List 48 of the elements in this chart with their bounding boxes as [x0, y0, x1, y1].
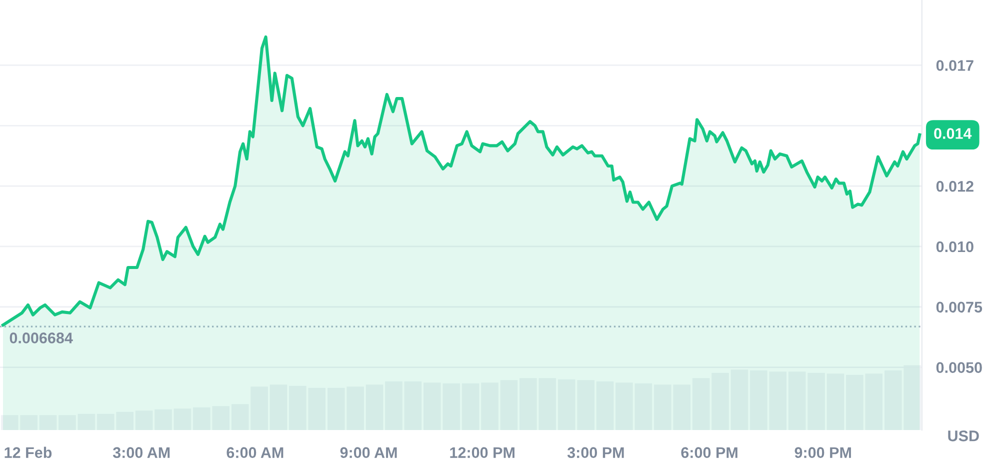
bar: [481, 382, 498, 430]
bar: [462, 383, 480, 430]
bar: [58, 415, 76, 430]
bar: [39, 415, 57, 430]
bar: [865, 374, 883, 430]
bar: [884, 370, 902, 430]
bar: [308, 388, 326, 430]
bar: [289, 386, 306, 430]
x-tick-label: 3:00 AM: [112, 447, 170, 458]
bar: [154, 409, 172, 430]
bar: [0, 415, 18, 430]
bar: [634, 383, 652, 430]
x-tick-label: 6:00 AM: [226, 447, 284, 458]
bar: [135, 410, 153, 430]
y-axis-title: USD: [948, 430, 979, 442]
bar: [78, 414, 96, 430]
y-tick-label: 0.0050: [936, 362, 982, 373]
x-tick-label: 9:00 AM: [340, 447, 397, 458]
bar: [558, 379, 576, 430]
y-tick-label: 0.0075: [936, 302, 982, 313]
bar: [20, 415, 38, 430]
bar: [174, 408, 192, 430]
bar: [385, 381, 402, 430]
x-tick-label: 9:00 PM: [794, 447, 851, 458]
bar: [577, 380, 594, 430]
y-tick-label: 0.010: [936, 241, 974, 252]
bar: [826, 374, 844, 430]
bar: [616, 382, 633, 430]
bar: [846, 374, 864, 430]
x-tick-label: 12:00 PM: [450, 447, 514, 458]
bar: [692, 378, 710, 430]
annotation: 0.014: [934, 128, 972, 139]
bar: [270, 384, 288, 430]
y-tick-label: 0.017: [936, 60, 974, 71]
bar: [366, 384, 384, 430]
bar: [788, 372, 806, 430]
ref-line-label: 0.006684: [10, 332, 73, 344]
x-tick-label: 12 Feb: [4, 446, 52, 458]
bar: [231, 404, 249, 430]
bar: [808, 372, 825, 430]
x-tick-label: 6:00 PM: [681, 447, 738, 458]
y-tick-label: 0.012: [936, 180, 974, 192]
bar: [404, 381, 422, 430]
x-tick-label: 3:00 PM: [567, 447, 624, 458]
bar: [250, 386, 268, 430]
bar: [712, 372, 729, 430]
bar: [500, 380, 518, 430]
bar: [596, 381, 614, 430]
